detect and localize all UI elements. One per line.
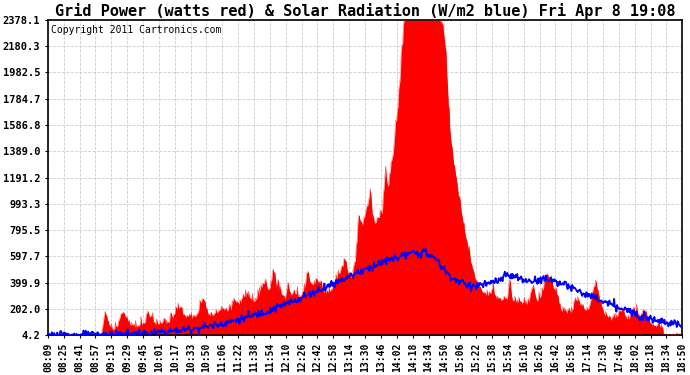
Title: Grid Power (watts red) & Solar Radiation (W/m2 blue) Fri Apr 8 19:08: Grid Power (watts red) & Solar Radiation… bbox=[55, 3, 676, 19]
Text: Copyright 2011 Cartronics.com: Copyright 2011 Cartronics.com bbox=[51, 25, 221, 34]
